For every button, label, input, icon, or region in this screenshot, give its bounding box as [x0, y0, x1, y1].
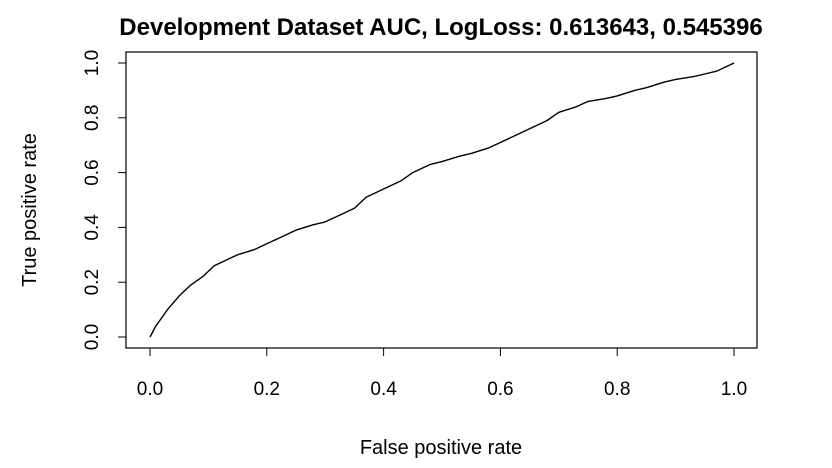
- y-axis-label: True positive rate: [19, 133, 41, 287]
- x-tick-label: 0.0: [137, 379, 163, 400]
- y-tick-label: 0.6: [82, 159, 103, 185]
- x-tick-label: 0.4: [370, 379, 397, 400]
- x-tick-label: 0.8: [604, 379, 630, 400]
- y-tick-label: 0.2: [82, 269, 103, 295]
- chart-title: Development Dataset AUC, LogLoss: 0.6136…: [119, 14, 762, 41]
- x-tick-label: 0.2: [254, 379, 280, 400]
- x-axis: 0.0 0.2 0.4 0.6 0.8 1.0: [137, 347, 747, 400]
- y-tick-label: 0.4: [82, 214, 103, 241]
- x-tick-label: 1.0: [721, 379, 747, 400]
- plot-frame: [125, 51, 758, 349]
- y-tick-label: 0.0: [82, 324, 103, 350]
- x-axis-label: False positive rate: [360, 437, 522, 459]
- y-tick-label: 1.0: [82, 50, 103, 76]
- x-tick-label: 0.6: [487, 379, 513, 400]
- y-tick-label: 0.8: [82, 105, 103, 131]
- y-axis: 0.0 0.2 0.4 0.6 0.8 1.0: [82, 50, 127, 350]
- roc-curve-line: [149, 62, 735, 338]
